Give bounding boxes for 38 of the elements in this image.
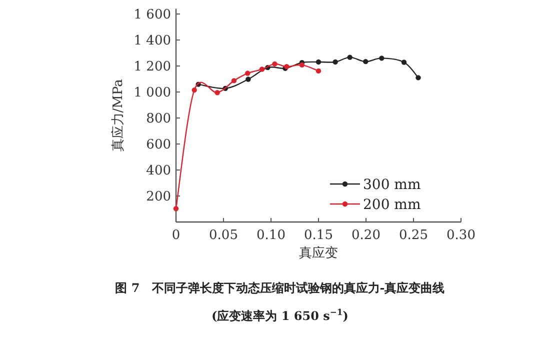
legend-label: 300 mm	[363, 177, 421, 193]
point	[299, 62, 305, 68]
x-tick-label: 0.25	[399, 228, 428, 243]
y-tick-label: 1 600	[134, 8, 171, 22]
x-tick-label: 0.05	[209, 228, 238, 243]
point	[379, 56, 384, 61]
point	[245, 70, 250, 76]
legend-label: 200 mm	[363, 197, 421, 213]
point	[259, 66, 265, 72]
point	[332, 59, 338, 65]
x-tick-label: 0.10	[256, 228, 286, 243]
y-tick-label: 1 200	[134, 60, 171, 74]
y-axis-title: 真应力/MPa	[110, 78, 126, 152]
point	[363, 58, 368, 64]
x-tick-label: 0.30	[446, 228, 476, 243]
y-tick-label: 400	[146, 164, 171, 178]
point	[316, 68, 322, 74]
x-tick-label: 0	[172, 228, 180, 243]
point	[173, 206, 179, 212]
point	[246, 76, 251, 82]
point	[192, 87, 197, 93]
point	[401, 60, 407, 65]
text: (应变速率为 1 650 s$^{−1}$)	[212, 307, 348, 323]
point	[231, 78, 237, 84]
y-tick-label: 1 000	[134, 86, 171, 100]
y-tick-label: 1 400	[134, 34, 171, 48]
point	[214, 90, 220, 96]
point	[347, 54, 352, 60]
x-tick-label: 0.20	[352, 228, 380, 243]
x-tick-label: 0.15	[304, 228, 333, 243]
point	[272, 61, 278, 67]
y-tick-label: 200	[146, 190, 171, 204]
x-axis-title: 真应变	[299, 245, 338, 261]
point	[416, 75, 421, 80]
caption: 图 7 不同子弹长度下动态压缩时试验钢的真应力-真应变曲线	[115, 281, 445, 295]
y-tick-label: 600	[146, 138, 171, 152]
point	[316, 59, 322, 65]
y-tick-label: 800	[146, 112, 171, 126]
